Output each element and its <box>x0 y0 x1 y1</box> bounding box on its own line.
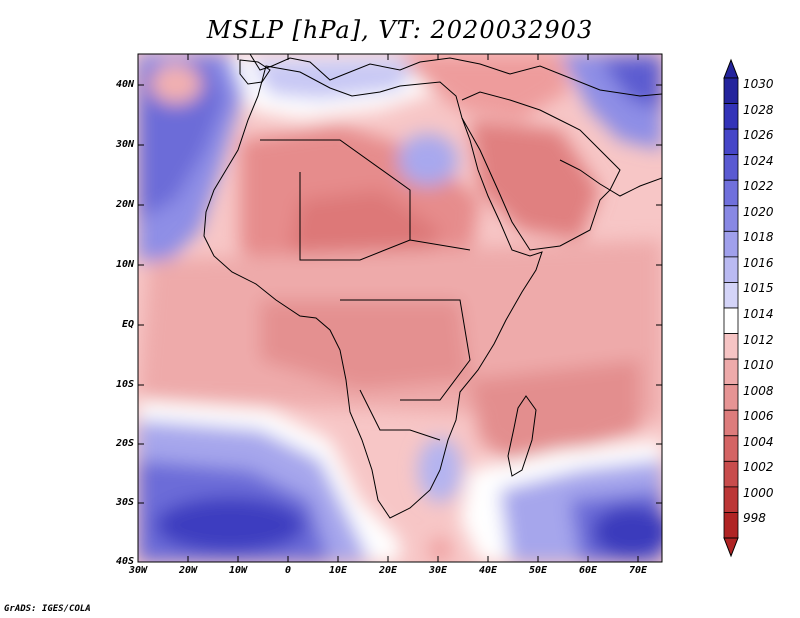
colorbar-label: 1012 <box>743 332 774 347</box>
coastlines <box>203 54 662 519</box>
colorbar-swatch <box>723 486 739 513</box>
colorbar-label: 1030 <box>743 77 774 91</box>
lon-label: 40E <box>478 565 498 576</box>
lat-label: EQ <box>121 319 134 330</box>
colorbar-swatch <box>723 179 739 207</box>
colorbar-bottom-arrow <box>723 537 739 558</box>
lat-label: 10N <box>115 259 134 270</box>
colorbar-swatch <box>723 307 739 334</box>
colorbar-label: 1026 <box>743 128 774 143</box>
lon-label: 10E <box>328 565 348 576</box>
map-frame <box>137 53 663 563</box>
lon-label: 0 <box>284 565 292 576</box>
colorbar-label: 1000 <box>743 485 774 500</box>
colorbar-swatch <box>723 77 739 104</box>
lat-label: 40S <box>115 556 134 567</box>
europe-coast <box>249 54 662 97</box>
lat-label: 20N <box>115 199 134 210</box>
colorbar-swatch <box>723 205 739 232</box>
colorbar-label: 1004 <box>743 434 774 449</box>
colorbar-label: 1015 <box>743 281 774 296</box>
colorbar-label: 998 <box>743 511 766 526</box>
lon-label: 10W <box>228 565 248 576</box>
colorbar-label: 1014 <box>743 307 774 321</box>
colorbar-swatch <box>723 230 739 258</box>
colorbar-swatch <box>723 256 739 283</box>
colorbar <box>723 58 739 558</box>
colorbar-swatch <box>723 154 739 181</box>
lat-label: 30N <box>115 139 134 150</box>
colorbar-swatch <box>723 460 739 488</box>
colorbar-swatch <box>723 435 739 462</box>
colorbar-label: 1008 <box>743 383 774 398</box>
persian-coast <box>559 159 662 197</box>
border-2 <box>299 172 471 261</box>
lon-label: 60E <box>578 565 598 576</box>
colorbar-label: 1006 <box>743 409 774 424</box>
colorbar-label: 1020 <box>743 204 774 219</box>
colorbar-swatch <box>723 333 739 360</box>
colorbar-swatch <box>723 358 739 386</box>
lon-label: 20W <box>178 565 198 576</box>
lon-label: 30E <box>428 565 448 576</box>
colorbar-label: 1028 <box>743 102 774 117</box>
colorbar-label: 1018 <box>743 230 774 245</box>
border-4 <box>359 389 441 441</box>
axis-ticks <box>138 54 662 562</box>
map-title: MSLP [hPa], VT: 2020032903 <box>206 16 594 44</box>
colorbar-swatch <box>723 128 739 156</box>
border-1 <box>260 139 411 240</box>
colorbar-top-arrow <box>723 58 739 79</box>
colorbar-label: 1016 <box>743 255 774 270</box>
pressure-field <box>138 54 662 562</box>
lon-label: 30W <box>128 565 148 576</box>
colorbar-label: 1002 <box>743 460 774 475</box>
lat-label: 30S <box>115 497 134 508</box>
colorbar-swatch <box>723 512 739 539</box>
lon-label: 50E <box>528 565 548 576</box>
colorbar-label: 1024 <box>743 153 774 168</box>
madagascar-coast <box>507 395 537 477</box>
lat-label: 40N <box>115 79 134 90</box>
colorbar-label: 1022 <box>743 179 774 194</box>
lon-label: 20E <box>378 565 398 576</box>
colorbar-swatch <box>723 103 739 130</box>
iberia-coast <box>239 59 271 85</box>
footer-credit: GrADS: IGES/COLA <box>4 604 91 614</box>
lon-label: 70E <box>628 565 648 576</box>
lat-label: 20S <box>115 438 134 449</box>
colorbar-swatch <box>723 409 739 437</box>
colorbar-label: 1010 <box>743 358 774 373</box>
lat-label: 10S <box>115 379 134 390</box>
colorbar-swatch <box>723 282 739 309</box>
border-3 <box>340 299 471 401</box>
colorbar-swatch <box>723 384 739 411</box>
